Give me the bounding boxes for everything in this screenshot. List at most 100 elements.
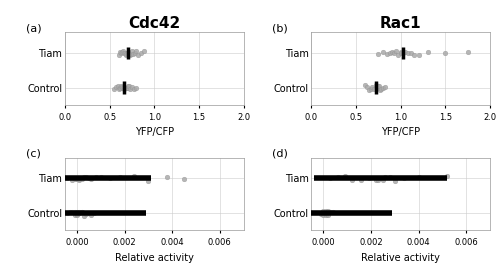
Point — [361, 83, 369, 88]
Point — [130, 51, 138, 55]
Point — [130, 87, 138, 91]
Point — [370, 87, 378, 91]
Point — [119, 49, 127, 53]
Point — [320, 213, 328, 217]
X-axis label: YFP/CFP: YFP/CFP — [134, 127, 174, 137]
Point — [118, 50, 126, 54]
Point — [76, 211, 84, 216]
X-axis label: Relative activity: Relative activity — [362, 253, 440, 263]
Point — [384, 51, 392, 56]
Point — [87, 213, 95, 217]
Point — [127, 52, 135, 56]
Point — [78, 209, 86, 214]
Point — [122, 53, 130, 57]
Point — [368, 87, 376, 91]
Point — [64, 176, 72, 181]
Point — [408, 51, 416, 55]
Point — [92, 175, 100, 179]
Point — [119, 86, 127, 90]
Point — [122, 86, 130, 91]
Point — [116, 87, 124, 92]
Point — [124, 86, 132, 91]
Point — [464, 50, 471, 54]
Point — [118, 85, 126, 89]
Point — [116, 85, 124, 90]
Point — [358, 178, 366, 182]
Point — [116, 50, 124, 54]
Point — [324, 209, 332, 214]
Point — [117, 51, 125, 55]
Point — [124, 84, 132, 88]
Point — [396, 50, 404, 54]
Point — [379, 178, 387, 182]
Point — [73, 177, 81, 181]
Point — [376, 87, 384, 92]
Point — [398, 51, 406, 55]
Point — [341, 174, 349, 178]
Point — [76, 177, 84, 181]
Point — [391, 178, 399, 183]
Point — [372, 83, 380, 88]
Point — [322, 213, 330, 217]
Point — [70, 213, 78, 217]
X-axis label: Relative activity: Relative activity — [115, 253, 194, 263]
Point — [64, 211, 72, 215]
Point — [424, 50, 432, 54]
Point — [348, 178, 356, 182]
Point — [90, 211, 98, 215]
Point — [96, 174, 104, 179]
Point — [78, 177, 86, 181]
Point — [120, 87, 128, 91]
Point — [326, 176, 334, 180]
X-axis label: YFP/CFP: YFP/CFP — [381, 127, 420, 137]
Point — [126, 53, 134, 57]
Point — [329, 210, 337, 214]
Point — [414, 175, 422, 179]
Point — [364, 176, 372, 180]
Point — [126, 84, 134, 88]
Point — [180, 177, 188, 182]
Point — [363, 85, 371, 89]
Point — [334, 175, 342, 179]
Point — [374, 51, 382, 56]
Point — [322, 211, 330, 215]
Point — [326, 210, 334, 214]
Point — [322, 209, 330, 213]
Point — [381, 175, 389, 179]
Point — [122, 86, 130, 90]
Point — [137, 50, 145, 55]
Point — [400, 176, 408, 180]
Point — [442, 51, 450, 55]
Point — [85, 211, 93, 215]
Point — [80, 175, 88, 179]
Point — [144, 178, 152, 183]
Point — [73, 177, 81, 181]
Point — [132, 49, 140, 53]
Point — [73, 212, 81, 216]
Point — [112, 85, 120, 90]
Point — [374, 84, 382, 88]
Point — [372, 83, 380, 88]
Title: Rac1: Rac1 — [380, 16, 422, 31]
Point — [132, 86, 140, 90]
Point — [401, 50, 409, 54]
Point — [379, 86, 387, 90]
Text: (d): (d) — [272, 149, 288, 159]
Text: (a): (a) — [26, 23, 42, 34]
Point — [66, 210, 74, 214]
Point — [114, 84, 122, 88]
Point — [78, 210, 86, 214]
Point — [164, 174, 172, 179]
Point — [76, 178, 84, 182]
Point — [324, 210, 332, 214]
Text: (c): (c) — [26, 149, 40, 159]
Point — [70, 210, 78, 214]
Point — [116, 175, 124, 179]
Point — [377, 87, 385, 91]
Title: Cdc42: Cdc42 — [128, 16, 180, 31]
Point — [128, 85, 136, 90]
Point — [374, 178, 382, 182]
Point — [324, 213, 332, 217]
Point — [376, 84, 384, 88]
Point — [126, 87, 134, 91]
